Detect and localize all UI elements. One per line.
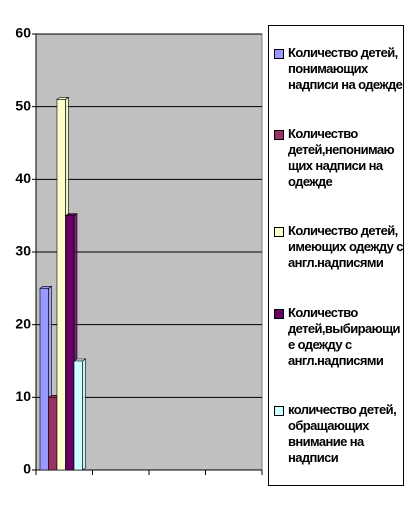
- bar: [73, 360, 83, 471]
- y-tick-label: 10: [15, 388, 31, 404]
- legend-entry: Количество детей,непонимающих надписи на…: [269, 126, 403, 190]
- bar-side: [82, 358, 86, 471]
- bar: [48, 397, 58, 471]
- legend-swatch: [274, 227, 284, 238]
- legend-entry: Количество детей,выбирающие одежду с анг…: [269, 305, 403, 369]
- y-tick-label: 0: [23, 461, 31, 477]
- legend-swatch: [274, 130, 284, 141]
- legend-label: Количество детей, имеющих одежду с англ.…: [288, 223, 404, 271]
- y-tick-label: 40: [15, 170, 31, 186]
- legend-swatch: [274, 406, 284, 417]
- bar: [39, 288, 49, 471]
- legend-label: Количество детей,непонимающих надписи на…: [288, 126, 395, 190]
- legend-swatch: [274, 48, 284, 59]
- y-tick-label: 50: [15, 97, 31, 113]
- bar: [65, 215, 75, 471]
- legend-swatch: [274, 308, 284, 319]
- y-tick-label: 20: [15, 315, 31, 331]
- y-tick-label: 30: [15, 243, 31, 259]
- y-tick-label: 60: [15, 25, 31, 41]
- legend-entry: Количество детей, имеющих одежду с англ.…: [269, 223, 404, 271]
- legend-label: Количество детей,выбирающие одежду с анг…: [288, 304, 400, 368]
- legend-label: количество детей, обращающих внимание на…: [288, 402, 397, 466]
- legend-label: Количество детей, понимающих надписи на …: [288, 44, 403, 92]
- legend-entry: Количество детей, понимающих надписи на …: [269, 45, 403, 93]
- legend-entry: количество детей, обращающих внимание на…: [269, 402, 403, 466]
- bar: [56, 99, 66, 471]
- legend: Количество детей, понимающих надписи на …: [268, 25, 404, 486]
